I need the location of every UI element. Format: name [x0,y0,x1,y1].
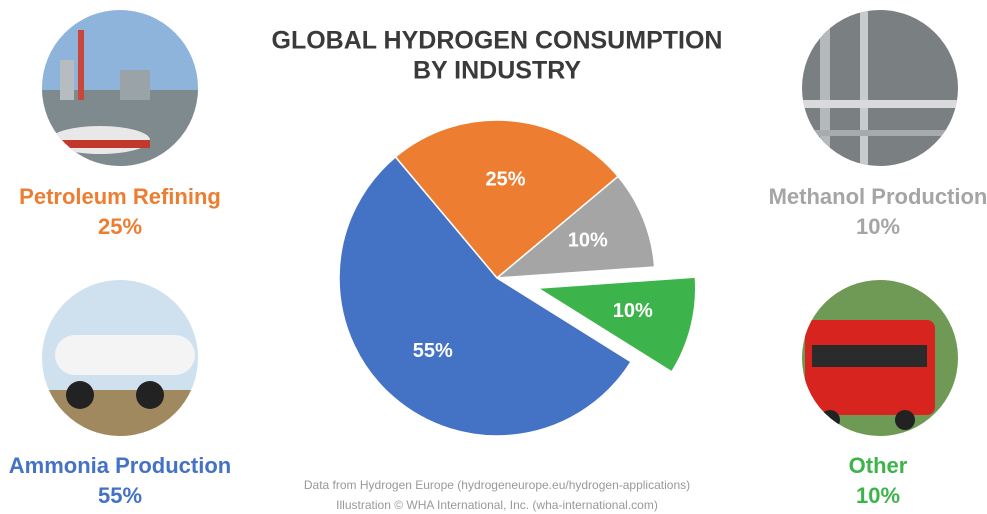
methanol-plant-photo [802,10,958,166]
pie-slice [494,175,656,279]
pie-slice [338,155,633,437]
title-line: GLOBAL HYDROGEN CONSUMPTION [272,27,723,55]
industry-name: Ammonia Production [9,453,231,478]
industry-share: 25% [98,214,142,239]
bus-photo [802,280,958,436]
slice-label: 10% [568,230,608,252]
industry-share: 10% [856,483,900,508]
slice-label: 25% [486,169,526,191]
source-line: Data from Hydrogen Europe (hydrogeneurop… [304,478,690,492]
slice-label: 55% [413,340,453,362]
industry-share: 10% [856,214,900,239]
industry-share: 55% [98,483,142,508]
industry-name: Methanol Production [769,184,987,209]
industry-name: Other [849,453,908,478]
title-line: BY INDUSTRY [413,57,581,85]
source-line: Illustration © WHA International, Inc. (… [336,498,658,512]
slice-label: 10% [613,300,653,322]
pie-slice [394,119,620,280]
pie-slice [535,276,697,373]
tank-trailer-photo [42,280,198,436]
industry-name: Petroleum Refining [19,184,221,209]
refinery-photo [42,10,198,166]
